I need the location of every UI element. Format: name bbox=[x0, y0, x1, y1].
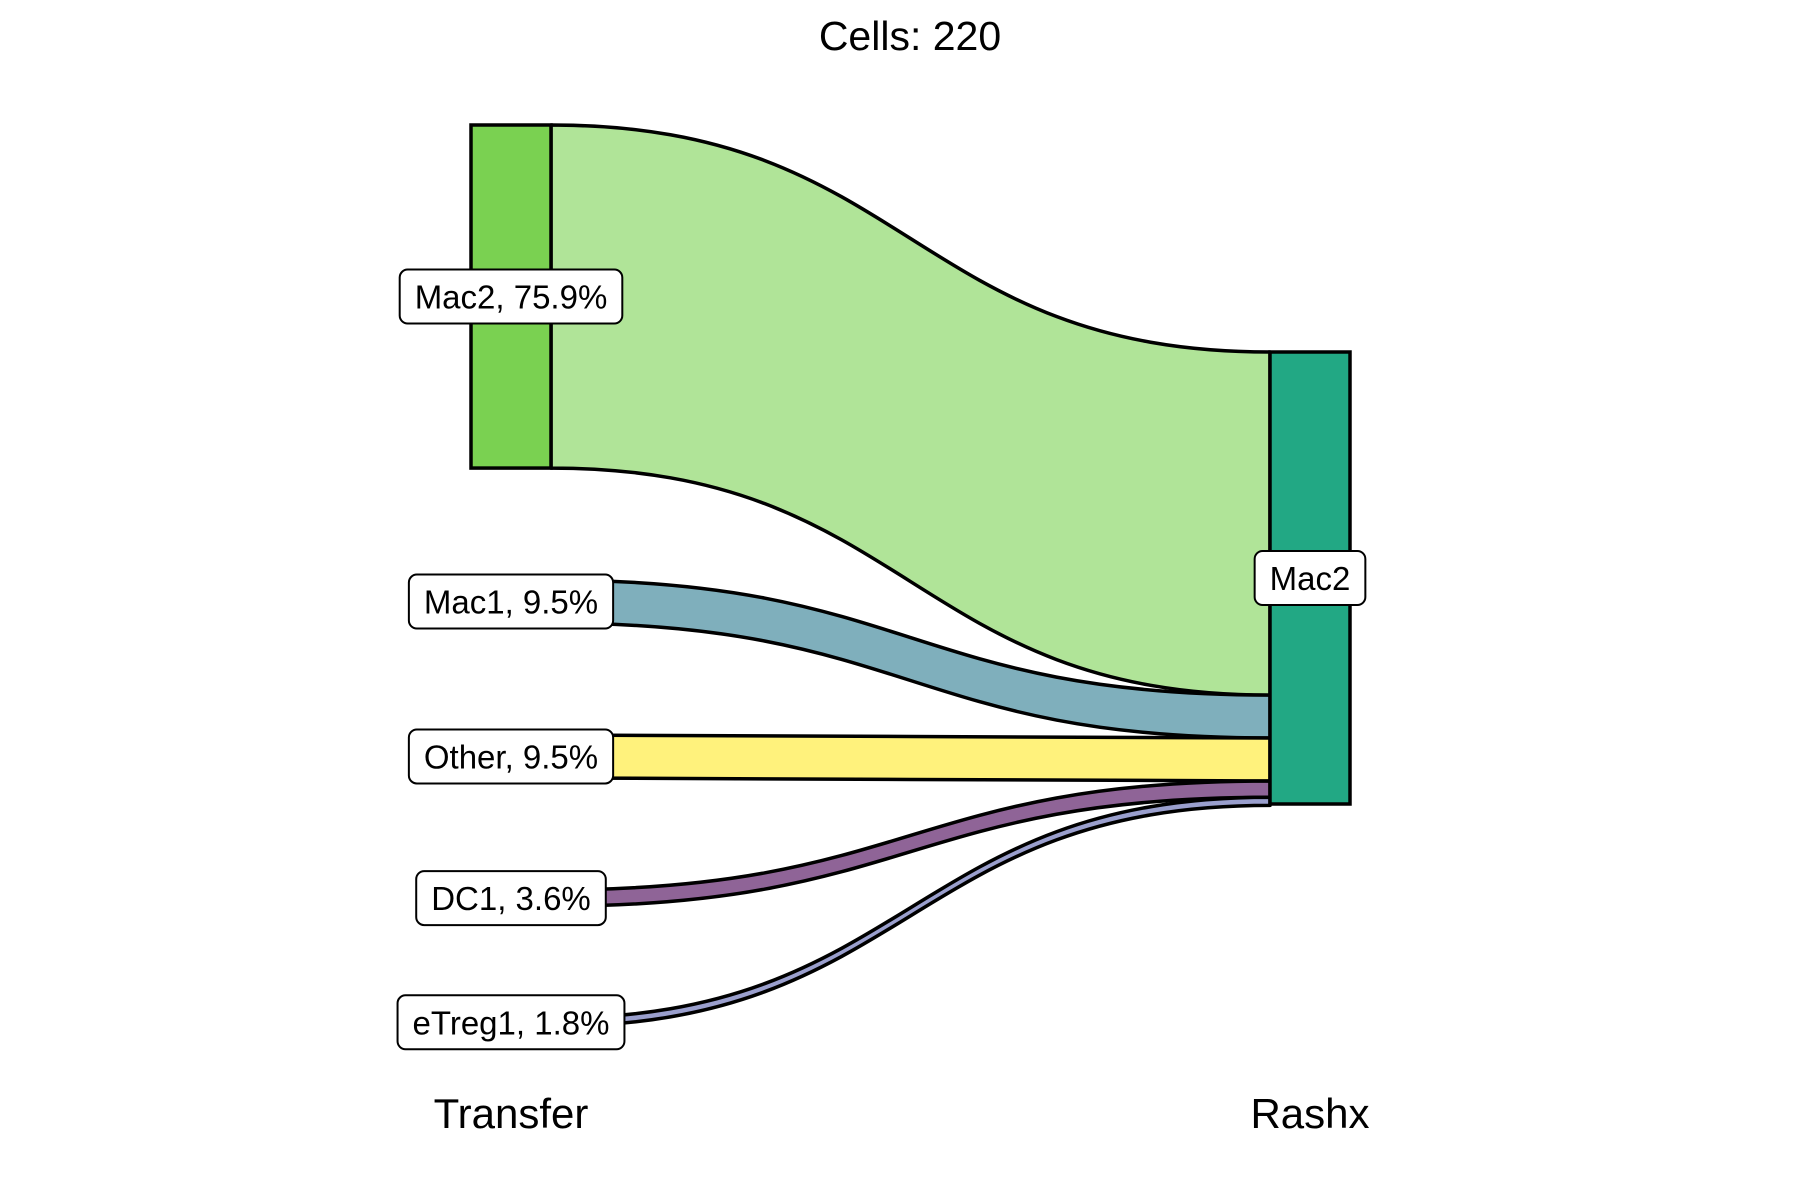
source-label-dc1-text: DC1, 3.6% bbox=[431, 880, 591, 917]
source-label-mac1-text: Mac1, 9.5% bbox=[424, 584, 598, 621]
source-label-etreg1: eTreg1, 1.8% bbox=[396, 994, 626, 1051]
source-label-mac2: Mac2, 75.9% bbox=[398, 268, 624, 325]
source-label-other-box bbox=[407, 728, 615, 785]
flow-other-to-mac2 bbox=[549, 733, 1272, 783]
source-label-etreg1-text: eTreg1, 1.8% bbox=[413, 1004, 610, 1041]
axis-label-transfer: Transfer bbox=[434, 1090, 589, 1137]
chart-title: Cells: 220 bbox=[819, 13, 1001, 59]
source-label-mac1: Mac1, 9.5% bbox=[407, 573, 615, 630]
labels-group: Mac2, 75.9% Mac1, 9.5% Other, 9.5% DC1, 3.6… bbox=[396, 268, 1367, 1051]
source-label-mac1-box bbox=[407, 573, 615, 630]
source-label-other: Other, 9.5% bbox=[407, 728, 615, 785]
source-label-dc1-box bbox=[415, 870, 607, 927]
source-label-etreg1-box bbox=[396, 994, 626, 1051]
source-label-mac2-box bbox=[398, 268, 624, 325]
flows-group bbox=[549, 123, 1272, 1029]
flow-dc1-to-mac2 bbox=[549, 779, 1272, 908]
source-label-dc1: DC1, 3.6% bbox=[415, 870, 607, 927]
source-label-other-text: Other, 9.5% bbox=[424, 738, 598, 775]
source-label-mac2-text: Mac2, 75.9% bbox=[415, 279, 608, 316]
target-label-mac2: Mac2 bbox=[1253, 550, 1367, 606]
target-label-mac2-box bbox=[1253, 550, 1367, 606]
target-label-mac2-text: Mac2 bbox=[1270, 560, 1351, 597]
axis-label-rashx: Rashx bbox=[1250, 1090, 1369, 1137]
flow-etreg1-to-mac2 bbox=[549, 795, 1272, 1029]
